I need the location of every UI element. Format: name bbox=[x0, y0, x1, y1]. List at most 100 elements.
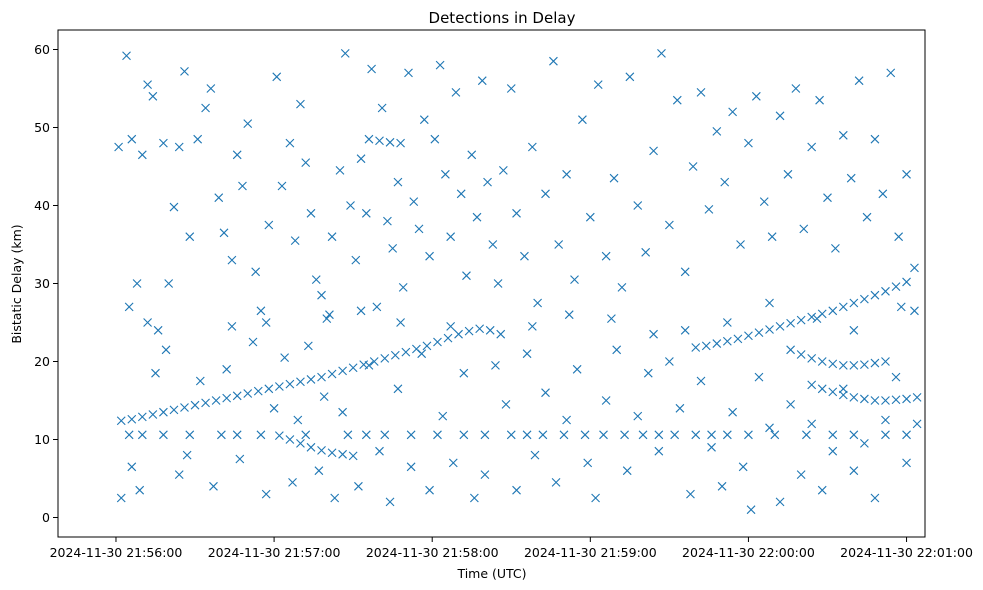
detection-point bbox=[786, 400, 795, 409]
detection-point bbox=[475, 324, 485, 334]
detection-point bbox=[435, 60, 445, 70]
data-points bbox=[114, 49, 922, 515]
detection-point bbox=[143, 318, 152, 327]
detection-point bbox=[527, 322, 537, 331]
detection-point bbox=[277, 181, 287, 191]
y-axis-label: Bistatic Delay (km) bbox=[9, 224, 24, 343]
detection-point bbox=[361, 208, 371, 218]
detection-point bbox=[802, 430, 811, 440]
detection-point bbox=[680, 267, 690, 277]
detection-point bbox=[285, 435, 295, 444]
detection-point bbox=[625, 72, 635, 82]
detection-point bbox=[261, 489, 271, 499]
detection-point bbox=[643, 368, 653, 378]
x-tick-label: 2024-11-30 22:00:00 bbox=[682, 545, 815, 560]
detection-point bbox=[817, 485, 827, 495]
detection-point bbox=[330, 493, 340, 503]
detection-point bbox=[306, 375, 316, 384]
detection-point bbox=[870, 493, 880, 503]
plot-frame bbox=[57, 29, 926, 538]
detection-point bbox=[912, 392, 922, 402]
detection-point bbox=[380, 353, 390, 363]
detection-point bbox=[717, 481, 727, 491]
detection-point bbox=[496, 329, 506, 339]
detection-point bbox=[707, 442, 716, 452]
y-tick-label: 10 bbox=[34, 432, 50, 447]
detection-point bbox=[838, 130, 848, 140]
detection-point bbox=[775, 111, 785, 121]
detection-point bbox=[253, 386, 263, 396]
detection-point bbox=[296, 439, 305, 448]
detection-point bbox=[551, 478, 561, 487]
detection-point bbox=[338, 366, 347, 376]
detection-point bbox=[746, 505, 756, 515]
detection-point bbox=[831, 244, 840, 253]
detection-point bbox=[340, 49, 350, 58]
detection-point bbox=[775, 322, 785, 331]
detection-point bbox=[438, 411, 448, 421]
detection-point bbox=[396, 318, 405, 327]
detection-point bbox=[214, 193, 224, 203]
detection-point bbox=[870, 134, 880, 144]
detection-point bbox=[506, 84, 516, 93]
detection-point bbox=[649, 146, 658, 156]
detection-point bbox=[846, 173, 856, 183]
detection-point bbox=[902, 458, 911, 468]
detection-point bbox=[459, 430, 469, 440]
detection-point bbox=[765, 298, 774, 308]
detection-point bbox=[522, 430, 532, 440]
detection-point bbox=[891, 282, 901, 292]
detection-point bbox=[132, 279, 142, 288]
detection-point bbox=[440, 169, 450, 179]
detection-point bbox=[301, 158, 311, 167]
detection-point bbox=[127, 462, 137, 472]
detection-point bbox=[180, 66, 189, 76]
detection-point bbox=[722, 430, 732, 440]
detection-point bbox=[751, 91, 761, 101]
detection-point bbox=[720, 177, 730, 187]
detection-point bbox=[881, 430, 890, 440]
detection-point bbox=[380, 430, 390, 440]
detection-point bbox=[670, 430, 680, 440]
detection-point bbox=[477, 76, 487, 86]
detection-point bbox=[894, 232, 904, 242]
detection-point bbox=[572, 364, 582, 374]
detection-point bbox=[201, 103, 210, 113]
detection-point bbox=[838, 390, 848, 400]
detection-point bbox=[559, 430, 569, 440]
detection-point bbox=[601, 251, 611, 261]
detection-point bbox=[219, 228, 229, 238]
detection-point bbox=[367, 64, 376, 74]
detection-point bbox=[127, 134, 137, 144]
x-tick-label: 2024-11-30 21:57:00 bbox=[208, 545, 341, 560]
detection-point bbox=[506, 430, 516, 440]
detection-point bbox=[520, 251, 529, 261]
chart-title: Detections in Delay bbox=[429, 9, 576, 27]
detection-point bbox=[601, 396, 611, 405]
detection-point bbox=[211, 396, 221, 405]
detection-point bbox=[433, 430, 442, 440]
detection-point bbox=[159, 430, 168, 440]
detection-point bbox=[501, 400, 511, 409]
y-tick-label: 0 bbox=[42, 510, 50, 525]
detection-point bbox=[796, 350, 806, 359]
detection-point bbox=[807, 419, 817, 429]
detection-point bbox=[406, 430, 416, 440]
detection-point bbox=[860, 294, 869, 304]
detection-point bbox=[137, 150, 147, 160]
detection-point bbox=[649, 329, 658, 339]
detection-point bbox=[657, 49, 666, 58]
detection-point bbox=[174, 470, 184, 479]
detection-point bbox=[712, 127, 722, 136]
detection-point bbox=[256, 430, 266, 440]
detection-point bbox=[533, 298, 543, 308]
detection-point bbox=[849, 466, 859, 476]
detection-point bbox=[454, 329, 463, 339]
detection-point bbox=[343, 430, 353, 440]
detection-point bbox=[348, 363, 358, 373]
detection-point bbox=[222, 364, 232, 374]
y-tick-label: 40 bbox=[34, 198, 50, 213]
detection-point bbox=[799, 224, 809, 234]
detection-point bbox=[759, 197, 769, 206]
detection-point bbox=[838, 302, 848, 312]
